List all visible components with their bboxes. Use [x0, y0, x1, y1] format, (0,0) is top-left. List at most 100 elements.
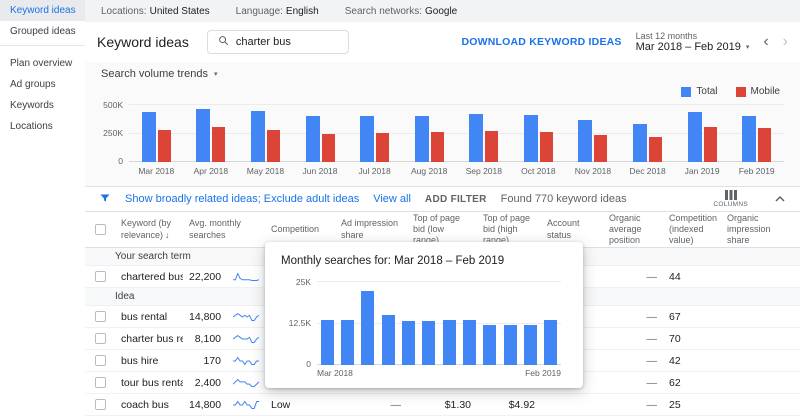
bar-mobile[interactable] — [157, 129, 171, 162]
x-tick: Sep 2018 — [465, 166, 502, 176]
col-header[interactable]: Organic impression share — [727, 212, 771, 246]
row-checkbox[interactable] — [95, 333, 106, 344]
avg-searches-cell: 22,200 — [189, 270, 222, 283]
popup-bar[interactable] — [462, 319, 476, 365]
filter-icon[interactable] — [99, 192, 111, 207]
topbar-setting-language[interactable]: Language: English — [236, 6, 319, 17]
sparkline[interactable] — [227, 333, 265, 345]
volume-bars — [129, 104, 784, 162]
bar-total[interactable] — [469, 114, 484, 162]
col-header[interactable]: Top of page bid (high range) — [483, 212, 531, 246]
bar-group — [141, 104, 171, 162]
col-header[interactable]: Competition (indexed value) — [669, 212, 718, 246]
sidebar-item-locations[interactable]: Locations — [10, 121, 53, 132]
columns-button[interactable]: COLUMNS — [713, 190, 748, 208]
sparkline[interactable] — [227, 399, 265, 411]
x-tick: Nov 2018 — [574, 166, 612, 176]
sidebar-item-ad-groups[interactable]: Ad groups — [10, 79, 56, 90]
keyword-cell: charter bus rental — [121, 332, 183, 345]
popup-bar[interactable] — [442, 319, 456, 365]
download-keyword-ideas-button[interactable]: DOWNLOAD KEYWORD IDEAS — [461, 36, 622, 48]
topbar-setting-networks[interactable]: Search networks: Google — [345, 6, 458, 17]
popup-bar[interactable] — [422, 321, 436, 365]
bar-group — [196, 104, 226, 162]
sidebar-item-plan-overview[interactable]: Plan overview — [10, 58, 73, 69]
col-header[interactable]: Keyword (by relevance) ↓ — [121, 218, 172, 240]
bar-group — [742, 104, 772, 162]
competition-indexed-cell: 62 — [669, 376, 681, 389]
bar-mobile[interactable] — [321, 133, 335, 162]
columns-icon — [724, 190, 737, 200]
popup-bar[interactable] — [503, 325, 517, 365]
col-header[interactable]: Top of page bid (low range) — [413, 212, 461, 246]
bar-total[interactable] — [196, 108, 211, 162]
topbar-setting-locations[interactable]: Locations: United States — [101, 6, 210, 17]
prev-period-button[interactable]: ‹ — [763, 33, 769, 50]
bar-mobile[interactable] — [703, 127, 717, 162]
collapse-chart-button[interactable] — [774, 195, 786, 203]
bar-total[interactable] — [414, 115, 429, 162]
view-all-link[interactable]: View all — [373, 193, 411, 205]
popup-bar[interactable] — [361, 291, 375, 365]
next-period-button[interactable]: › — [782, 33, 788, 50]
row-checkbox[interactable] — [95, 399, 106, 410]
bar-total[interactable] — [742, 115, 757, 162]
bar-total[interactable] — [305, 115, 320, 162]
bar-total[interactable] — [523, 115, 538, 162]
sparkline[interactable] — [227, 355, 265, 367]
bar-total[interactable] — [633, 123, 648, 162]
bar-mobile[interactable] — [594, 135, 608, 162]
col-header[interactable]: Organic average position — [609, 212, 642, 246]
legend-swatch-total — [681, 86, 692, 97]
row-checkbox[interactable] — [95, 311, 106, 322]
add-filter-button[interactable]: ADD FILTER — [424, 193, 487, 205]
sparkline[interactable] — [227, 271, 265, 283]
bar-mobile[interactable] — [430, 132, 444, 162]
bar-mobile[interactable] — [266, 129, 280, 162]
popup-bar[interactable] — [523, 325, 537, 365]
bar-mobile[interactable] — [376, 133, 390, 162]
popup-bar[interactable] — [401, 321, 415, 365]
bar-total[interactable] — [578, 120, 593, 162]
popup-bar[interactable] — [320, 319, 334, 365]
popup-bar[interactable] — [483, 324, 497, 365]
keyword-search-input[interactable]: charter bus — [206, 30, 349, 54]
select-all-checkbox[interactable] — [95, 224, 106, 235]
checkbox-cell — [93, 377, 115, 388]
popup-bars — [317, 281, 561, 365]
col-header[interactable]: Competition — [271, 223, 320, 234]
row-checkbox[interactable] — [95, 377, 106, 388]
topbar-setting-value: Google — [425, 5, 458, 17]
x-tick: Aug 2018 — [410, 166, 448, 176]
active-filters-link[interactable]: Show broadly related ideas; Exclude adul… — [125, 193, 360, 205]
search-volume-trends-dropdown[interactable]: Search volume trends ▾ — [101, 68, 218, 80]
col-header[interactable]: Account status — [547, 218, 580, 240]
popup-bar[interactable] — [544, 319, 558, 365]
bar-total[interactable] — [360, 115, 375, 162]
bar-mobile[interactable] — [539, 131, 553, 162]
popup-bar[interactable] — [340, 319, 354, 365]
col-header[interactable]: Avg. monthly searches — [189, 218, 241, 240]
competition-indexed-cell: 42 — [669, 354, 681, 367]
table-row[interactable]: coach bus 14,800 Low — $1.30 $4.92 — 25 — [85, 394, 800, 416]
bar-mobile[interactable] — [212, 127, 226, 162]
col-header[interactable]: Ad impression share — [341, 218, 399, 240]
bar-total[interactable] — [141, 112, 156, 162]
bar-mobile[interactable] — [485, 130, 499, 162]
sparkline[interactable] — [227, 311, 265, 323]
bar-mobile[interactable] — [649, 137, 663, 162]
date-range-picker[interactable]: Last 12 months Mar 2018 – Feb 2019 ▾ — [636, 31, 750, 53]
sparkline[interactable] — [227, 377, 265, 389]
competition-indexed-cell: 44 — [669, 270, 681, 283]
sidebar: Keyword ideas Grouped ideas Plan overview A… — [0, 0, 85, 417]
bar-total[interactable] — [250, 110, 265, 162]
sidebar-item-grouped-ideas[interactable]: Grouped ideas — [0, 21, 85, 46]
sidebar-item-keyword-ideas[interactable]: Keyword ideas — [0, 0, 85, 21]
bar-mobile[interactable] — [758, 128, 772, 162]
avg-searches-cell: 14,800 — [189, 398, 222, 411]
sidebar-item-keywords[interactable]: Keywords — [10, 100, 54, 111]
bar-total[interactable] — [687, 112, 702, 162]
popup-bar[interactable] — [381, 314, 395, 365]
row-checkbox[interactable] — [95, 355, 106, 366]
row-checkbox[interactable] — [95, 271, 106, 282]
